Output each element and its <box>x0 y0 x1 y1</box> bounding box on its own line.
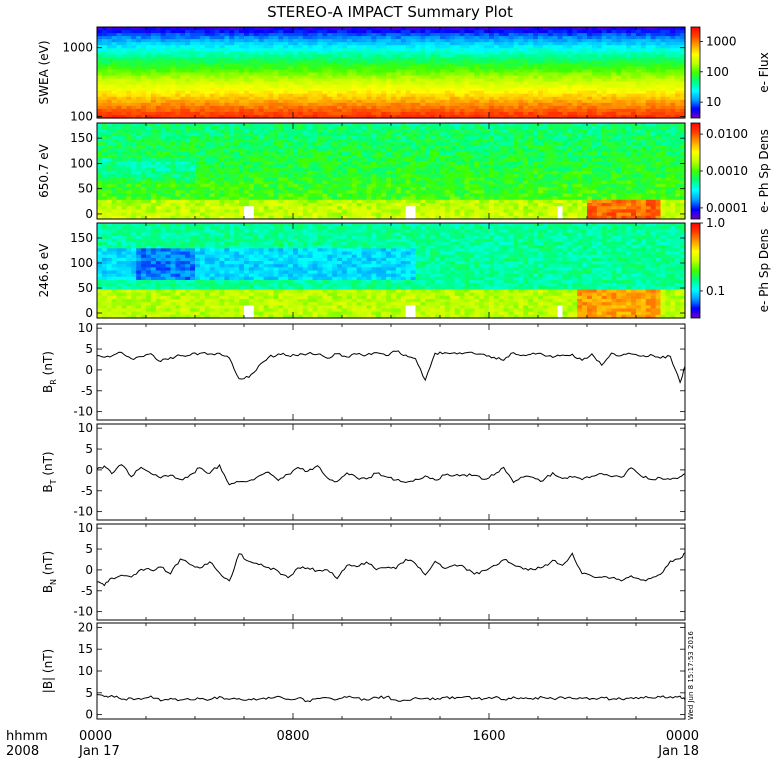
y-tick-label: 0 <box>85 463 93 477</box>
time-tick-label: 0000 <box>666 729 699 744</box>
y-axis-label-unit: (nT) <box>41 451 55 479</box>
heatmap-cells <box>97 123 686 220</box>
y-tick-label: 150 <box>70 131 93 145</box>
colorbar-tick-label: 100 <box>706 65 729 79</box>
y-axis-label-unit: (nT) <box>41 649 55 677</box>
panel-frame <box>96 622 686 720</box>
y-tick-label: 0 <box>85 207 93 221</box>
y-axis-label: 650.7 eV <box>37 143 51 198</box>
series-line <box>97 350 685 384</box>
y-axis-label: BN (nT) <box>41 551 58 593</box>
y-tick-label: 5 <box>85 342 93 356</box>
colorbar-tick-label: 1000 <box>706 34 737 48</box>
colorbar-label: e- Flux <box>757 52 771 92</box>
y-tick-label: 50 <box>78 281 93 295</box>
y-tick-label: 20 <box>78 620 93 634</box>
y-tick-label: 10 <box>78 421 93 435</box>
y-tick-label: 5 <box>85 442 93 456</box>
y-axis-label: SWEA (eV) <box>37 40 51 104</box>
y-axis-label-main: B <box>41 484 55 492</box>
timestamp-label: Wed Jun 8 15:17:53 2016 <box>687 631 695 720</box>
panel-5: 10 5 0 -5 -10 BN (nT) <box>41 521 686 621</box>
y-axis-label-unit: (nT) <box>41 351 55 379</box>
colorbar-label: e- Ph Sp Dens <box>757 129 771 213</box>
colorbar-0 <box>690 26 701 119</box>
y-axis-label-main: B <box>41 585 55 593</box>
colorbar-tick-label: 10 <box>706 95 721 109</box>
colorbar-tick-label: 0.0100 <box>706 127 748 141</box>
y-tick-label: 15 <box>78 642 93 656</box>
colorbar-label: e- Ph Sp Dens <box>757 229 771 313</box>
colorbar-1 <box>690 122 701 220</box>
y-tick-label: 0 <box>85 306 93 320</box>
y-axis-label-subscript: N <box>49 579 58 585</box>
series-line <box>97 694 685 703</box>
y-tick-label: -5 <box>81 484 93 498</box>
panel-frame <box>96 323 686 421</box>
colorbar-tick-label: 0.1 <box>706 284 725 298</box>
time-tick-date: Jan 17 <box>78 744 120 759</box>
y-tick-label: 0 <box>85 708 93 722</box>
panel-3: 10 5 0 -5 -10 BR (nT) <box>41 321 686 421</box>
y-tick-label: -5 <box>81 384 93 398</box>
heatmap-cells <box>97 223 686 319</box>
panel-4: 10 5 0 -5 -10 BT (nT) <box>41 421 686 521</box>
y-tick-label: 0 <box>85 363 93 377</box>
y-tick-label: -5 <box>81 584 93 598</box>
time-tick-date: Jan 18 <box>657 744 699 759</box>
colorbar-tick-label: 1.0 <box>706 216 725 230</box>
y-axis-label-subscript: R <box>49 379 58 385</box>
y-axis-label-subscript: T <box>49 479 58 485</box>
y-tick-label: 5 <box>85 542 93 556</box>
y-axis-label-main: B <box>41 385 55 393</box>
time-tick-label: 0000 <box>79 729 112 744</box>
y-tick-label: 100 <box>70 256 93 270</box>
y-tick-label: 10 <box>78 321 93 335</box>
y-tick-label: -10 <box>73 505 93 519</box>
time-axis-corner-hhmm: hhmm <box>6 729 48 744</box>
colorbar-tick-label: 0.0010 <box>706 164 748 178</box>
panel-1: 0.0100 0.0010 0.0001 e- Ph Sp Dens 650.7 eV 1… <box>37 122 771 221</box>
panel-6: 20 15 10 5 0 |B| (nT) <box>41 620 686 722</box>
y-tick-label: 5 <box>85 686 93 700</box>
time-tick-label: 0800 <box>276 729 309 744</box>
time-axis-corner-year: 2008 <box>6 744 39 759</box>
y-tick-label: 10 <box>78 664 93 678</box>
y-tick-label: 100 <box>70 156 93 170</box>
panel-frame <box>96 523 686 621</box>
panel-frame <box>96 423 686 521</box>
y-tick-label: 50 <box>78 182 93 196</box>
time-tick-label: 1600 <box>472 729 505 744</box>
y-axis-label: 246.6 eV <box>37 243 51 298</box>
colorbar-tick-label: 0.0001 <box>706 201 748 215</box>
series-line <box>97 463 685 486</box>
panel-2: 1.0 0.1 e- Ph Sp Dens 246.6 eV 150 100 50 0 <box>37 216 771 320</box>
y-tick-label: 150 <box>70 231 93 245</box>
plot-title: STEREO-A IMPACT Summary Plot <box>267 3 513 21</box>
y-axis-label-main: |B| <box>41 677 55 693</box>
y-axis-label-unit: (nT) <box>41 551 55 579</box>
y-axis-label: |B| (nT) <box>41 649 55 693</box>
y-tick-label: -10 <box>73 405 93 419</box>
panel-0: 1000 100 10 e- Flux SWEA (eV) 1000 100 <box>37 26 771 123</box>
y-axis-label: BT (nT) <box>41 451 58 492</box>
y-tick-label: 10 <box>78 521 93 535</box>
y-tick-label: 1000 <box>62 41 93 55</box>
y-axis-label: BR (nT) <box>41 351 58 393</box>
series-line <box>97 552 685 587</box>
colorbar-2 <box>690 222 701 319</box>
y-tick-label: 0 <box>85 563 93 577</box>
y-tick-label: 100 <box>70 109 93 123</box>
y-tick-label: -10 <box>73 605 93 619</box>
heatmap-cells <box>97 27 686 119</box>
